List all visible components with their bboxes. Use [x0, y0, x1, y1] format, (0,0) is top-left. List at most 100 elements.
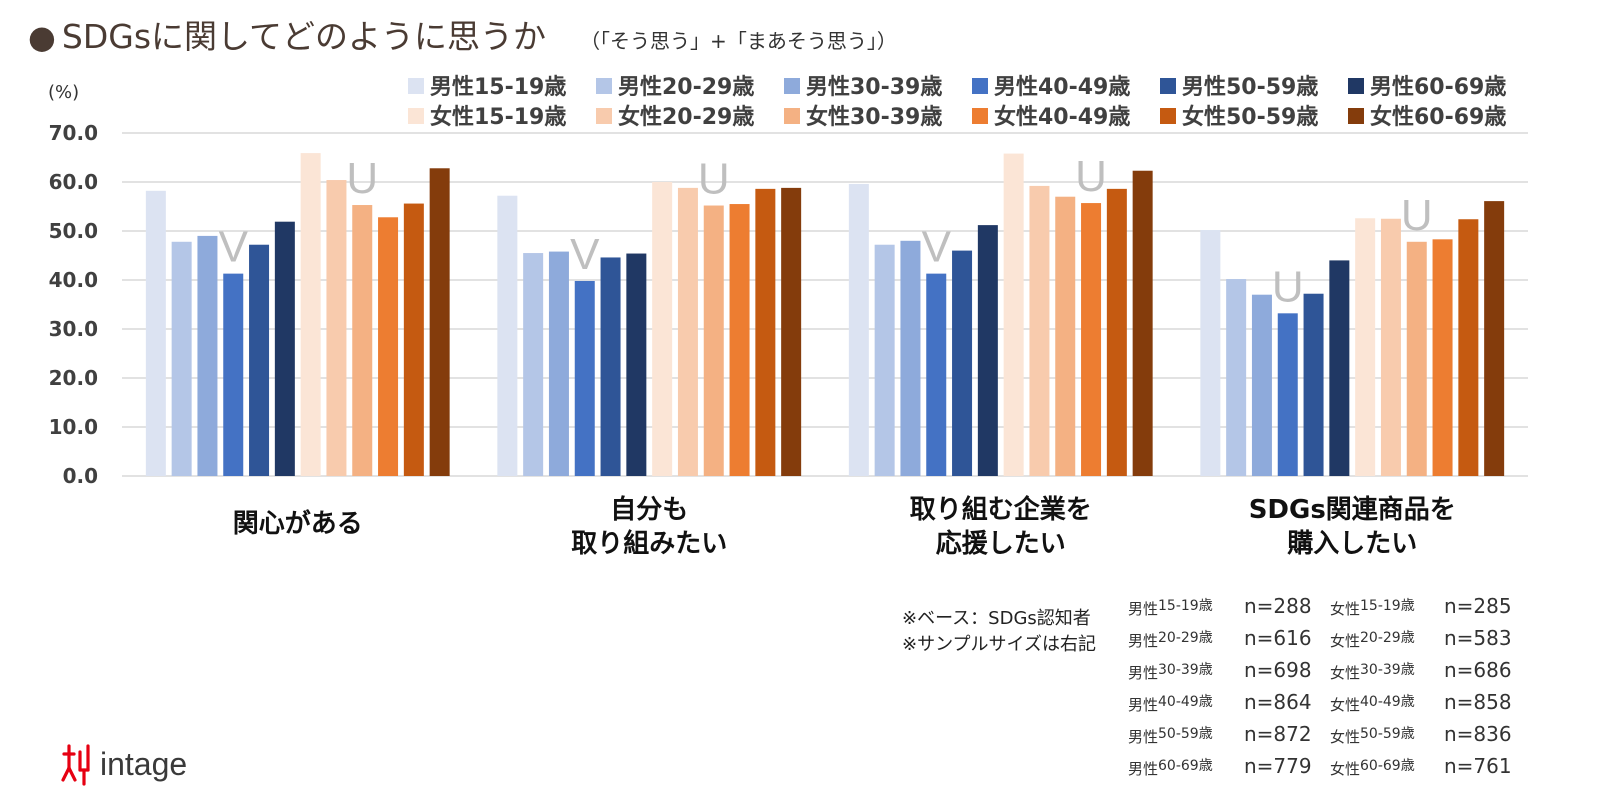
- y-axis-label: (%): [48, 82, 79, 103]
- sample-gender: 女性: [1330, 760, 1361, 778]
- legend-label: 男性60-69歳: [1370, 75, 1506, 100]
- sample-n-value: n=285: [1444, 594, 1512, 618]
- legend-swatch: [1160, 108, 1176, 124]
- sample-age: 50-59歳: [1360, 726, 1415, 742]
- bar: [1380, 218, 1401, 476]
- title-main: SDGsに関してどのように思うか: [61, 17, 547, 56]
- sample-gender: 女性: [1330, 664, 1361, 682]
- category-label: 自分も: [610, 494, 688, 525]
- category-label: 購入したい: [1287, 529, 1417, 559]
- sample-n-value: n=288: [1244, 594, 1312, 618]
- intage-logo-icon: [61, 744, 90, 786]
- bar: [977, 225, 998, 476]
- category-label: 応援したい: [936, 528, 1066, 559]
- sample-n-value: n=858: [1444, 690, 1512, 714]
- bar: [197, 235, 218, 476]
- legend-swatch: [1160, 78, 1176, 94]
- legend-label: 女性15-19歳: [430, 104, 566, 130]
- bar: [1303, 293, 1324, 476]
- bar: [523, 253, 544, 476]
- legend-label: 女性50-59歳: [1182, 104, 1318, 130]
- intage-logo-text: intage: [100, 745, 188, 782]
- bar: [600, 257, 621, 476]
- legend-label: 男性40-49歳: [994, 75, 1130, 100]
- bar: [1251, 294, 1272, 476]
- bar: [848, 183, 869, 476]
- category-label: 取り組みたい: [571, 528, 727, 559]
- sample-age: 20-29歳: [1360, 630, 1415, 646]
- category-label: 関心がある: [233, 508, 363, 539]
- trend-annotation: V: [219, 223, 249, 272]
- y-tick-label: 70.0: [49, 121, 98, 145]
- bar: [652, 182, 673, 476]
- sample-gender: 男性: [1128, 728, 1159, 746]
- bar: [429, 168, 450, 476]
- trend-annotation: U: [1272, 262, 1304, 311]
- bar: [1458, 219, 1479, 477]
- trend-annotation: V: [922, 223, 952, 272]
- sample-group-label: 男性20-29歳: [1128, 630, 1213, 651]
- sample-group-label: 女性50-59歳: [1330, 726, 1415, 747]
- sample-group-label: 女性30-39歳: [1330, 662, 1415, 683]
- bar: [1003, 153, 1024, 476]
- category-label: 取り組む企業を: [910, 494, 1092, 525]
- y-tick-label: 50.0: [49, 219, 98, 243]
- sample-n-value: n=616: [1244, 626, 1312, 650]
- sample-group-label: 男性40-49歳: [1128, 694, 1213, 715]
- y-tick-label: 40.0: [49, 268, 98, 292]
- legend-label: 男性15-19歳: [430, 75, 566, 100]
- y-tick-label: 10.0: [49, 415, 98, 439]
- legend-label: 男性20-29歳: [618, 75, 754, 100]
- legend-swatch: [596, 108, 612, 124]
- trend-annotation: V: [570, 230, 600, 279]
- y-tick-label: 60.0: [49, 170, 98, 194]
- sample-age: 15-19歳: [1360, 598, 1415, 614]
- bar: [1081, 203, 1102, 476]
- bar: [574, 280, 595, 476]
- bar: [326, 180, 347, 477]
- sample-gender: 男性: [1128, 600, 1159, 618]
- bar: [703, 205, 724, 476]
- category-label: SDGs関連商品を: [1249, 494, 1456, 525]
- sample-age: 15-19歳: [1158, 598, 1213, 614]
- sample-group-label: 男性30-39歳: [1128, 662, 1213, 683]
- bar: [1226, 279, 1247, 476]
- bar: [548, 251, 569, 476]
- page-title: ● SDGsに関してどのように思うか （「そう思う」+「まあそう思う」）: [28, 10, 897, 60]
- title-bullet: ●: [28, 18, 56, 56]
- bar: [1406, 241, 1427, 476]
- bar: [1355, 218, 1376, 476]
- sample-group-label: 女性60-69歳: [1330, 758, 1415, 779]
- sample-age: 60-69歳: [1158, 758, 1213, 774]
- legend-swatch: [408, 108, 424, 124]
- sample-age: 30-39歳: [1158, 662, 1213, 678]
- y-tick-label: 20.0: [49, 366, 98, 390]
- sample-group-label: 女性15-19歳: [1330, 598, 1415, 619]
- sample-group-label: 男性50-59歳: [1128, 726, 1213, 747]
- legend-swatch: [1348, 78, 1364, 94]
- sample-age: 60-69歳: [1360, 758, 1415, 774]
- bar: [300, 153, 321, 476]
- legend-label: 男性50-59歳: [1182, 75, 1318, 100]
- sample-age: 20-29歳: [1158, 630, 1213, 646]
- legend-swatch: [784, 108, 800, 124]
- sample-group-label: 男性60-69歳: [1128, 758, 1213, 779]
- sample-group-label: 男性15-19歳: [1128, 598, 1213, 619]
- sample-gender: 男性: [1128, 632, 1159, 650]
- bar: [1106, 188, 1127, 477]
- sample-gender: 女性: [1330, 600, 1361, 618]
- sample-n-value: n=583: [1444, 626, 1512, 650]
- bar: [952, 250, 973, 476]
- sample-gender: 男性: [1128, 664, 1159, 682]
- legend-label: 女性60-69歳: [1370, 104, 1506, 130]
- bar: [378, 217, 399, 476]
- bar: [755, 188, 776, 477]
- bar: [223, 273, 244, 476]
- legend-swatch: [784, 78, 800, 94]
- legend-label: 女性30-39歳: [806, 104, 942, 130]
- bar: [874, 244, 895, 476]
- legend-swatch: [408, 78, 424, 94]
- bar: [1484, 201, 1505, 477]
- bar: [352, 205, 373, 476]
- legend-label: 女性40-49歳: [994, 104, 1130, 130]
